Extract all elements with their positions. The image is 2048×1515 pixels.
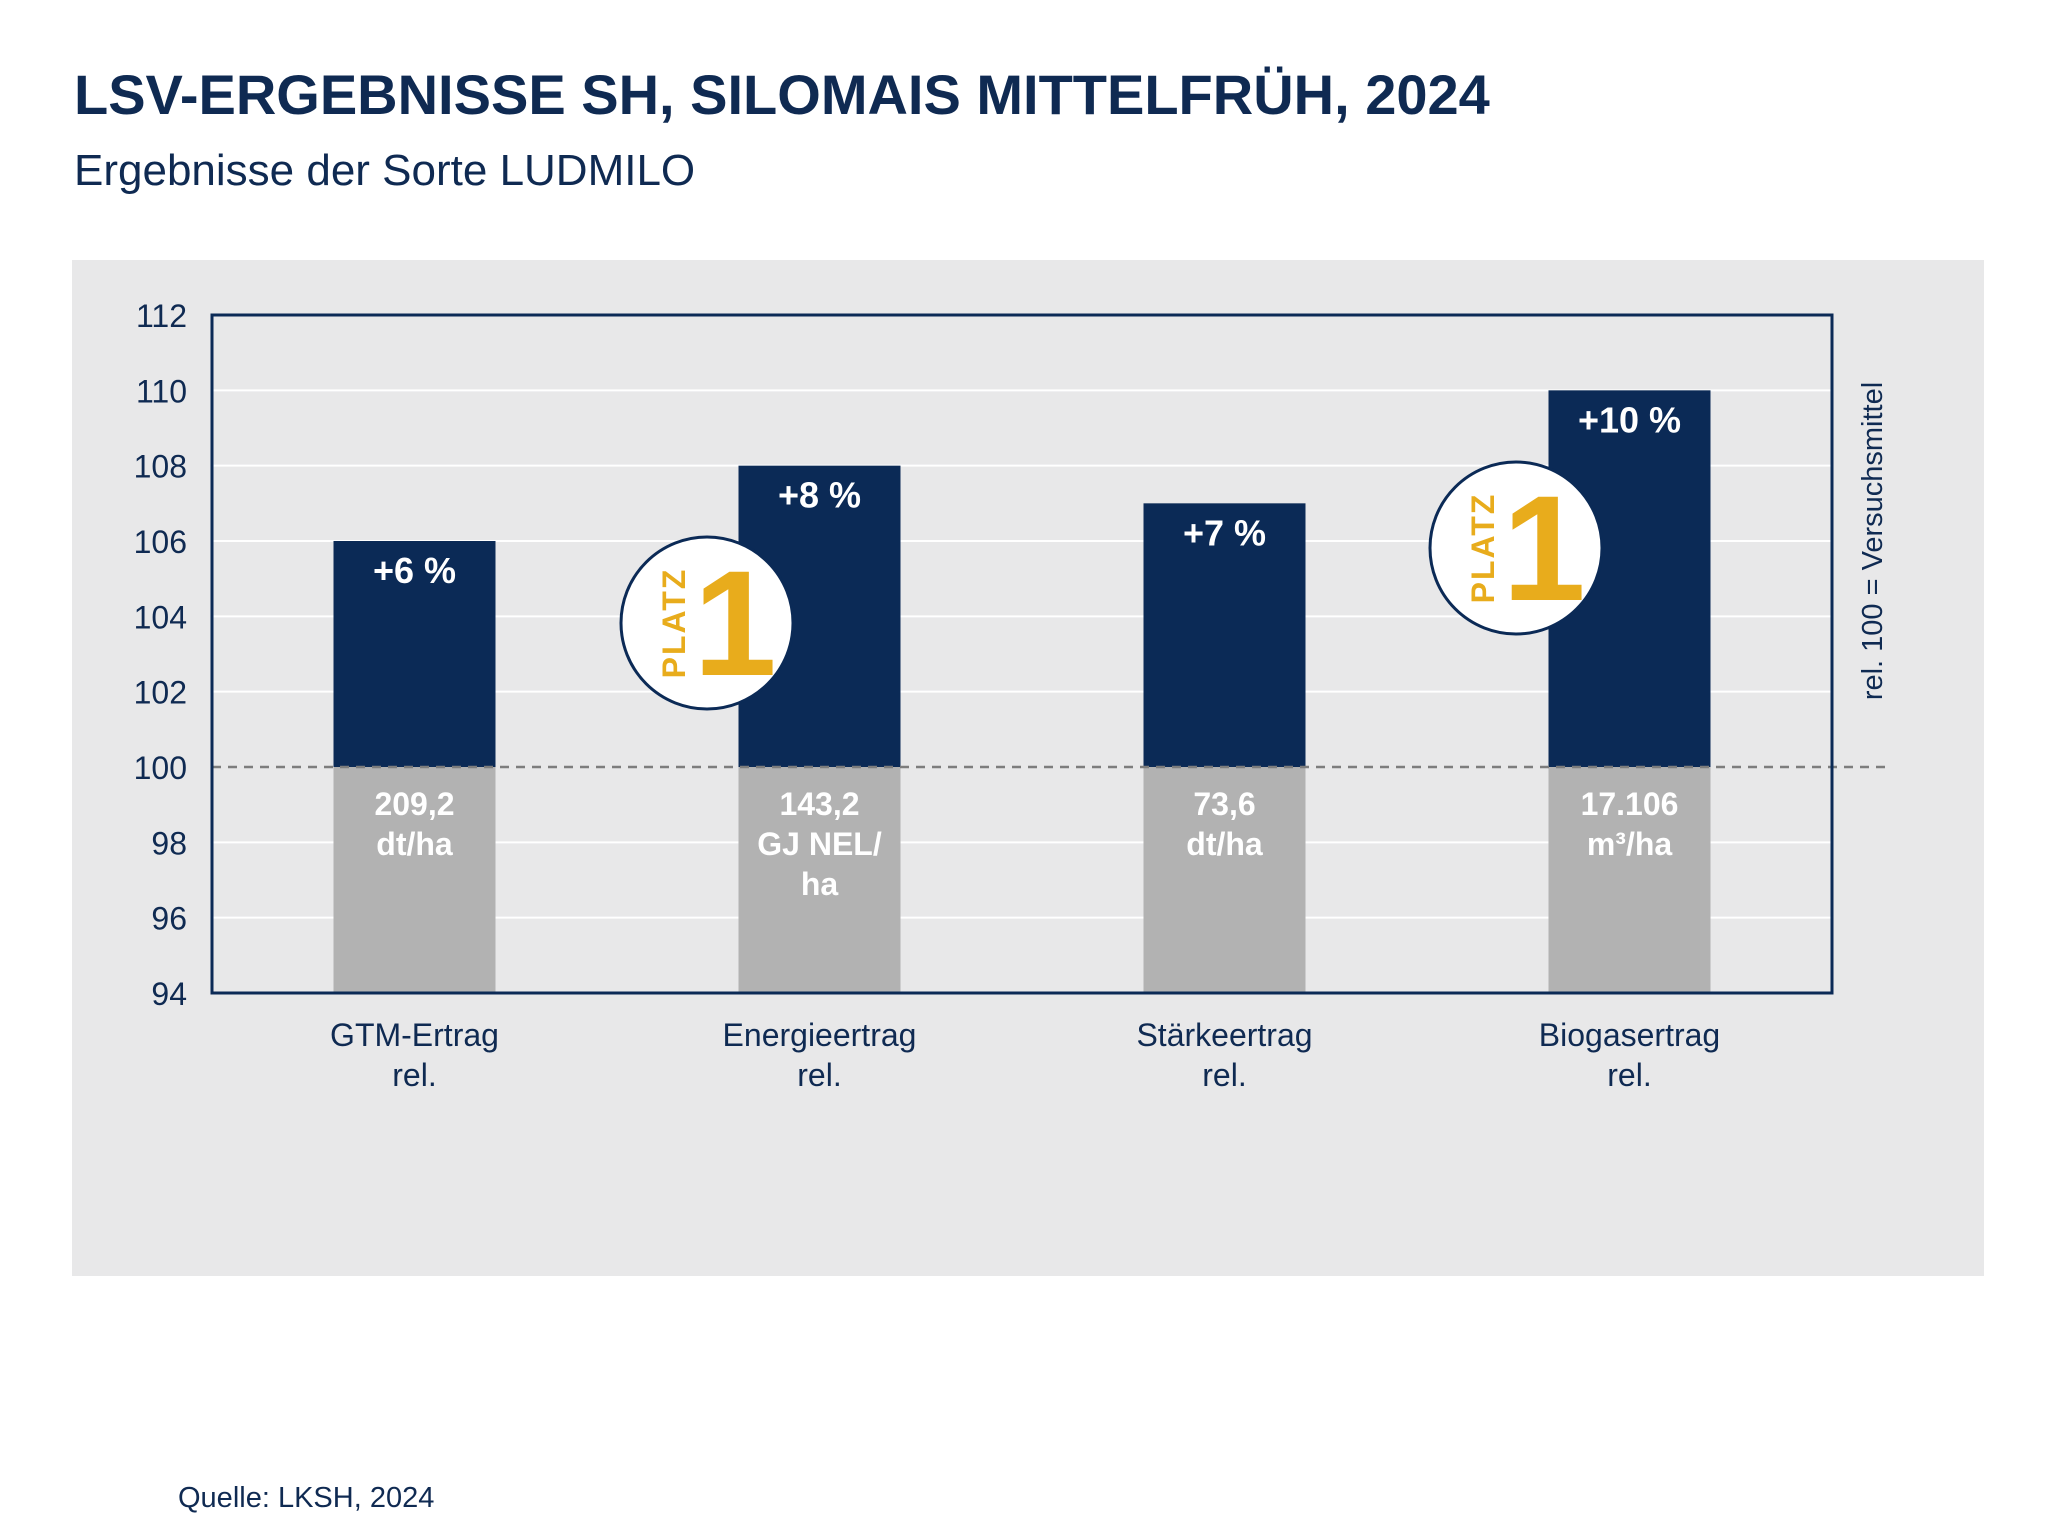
platz-badge: PLATZ 1 — [1428, 460, 1604, 636]
badge-circle — [1428, 460, 1604, 636]
category-label: rel. — [1607, 1057, 1651, 1093]
base-value-label: 17.106 — [1581, 786, 1679, 822]
badge-number: 1 — [1502, 464, 1585, 632]
category-label: GTM-Ertrag — [330, 1017, 499, 1053]
bar-chart: +6 % 209,2 dt/ha GTM-Ertrag rel. +8 % 143,2 GJ … — [134, 298, 1889, 1093]
y-tick-label: 102 — [134, 675, 187, 711]
badge-number: 1 — [693, 539, 776, 707]
badge-text: PLATZ — [1465, 493, 1501, 604]
base-value-label: dt/ha — [1186, 826, 1263, 862]
chart-title: LSV-ERGEBNISSE SH, SILOMAIS MITTELFRÜH, … — [74, 63, 1490, 126]
y-tick-label: 112 — [136, 298, 187, 334]
base-bar — [738, 767, 901, 993]
base-value-label: 209,2 — [374, 786, 454, 822]
base-value-label: GJ NEL/ — [757, 826, 882, 862]
y-tick-label: 110 — [136, 373, 187, 409]
category-label: rel. — [392, 1057, 436, 1093]
y-tick-label: 94 — [151, 976, 187, 1012]
base-value-label: 73,6 — [1193, 786, 1255, 822]
base-value-label: m³/ha — [1587, 826, 1673, 862]
category-label: Energieertrag — [723, 1017, 917, 1053]
badge-circle — [619, 535, 795, 711]
source-note: Quelle: LKSH, 2024 — [178, 1482, 435, 1514]
y-tick-label: 106 — [134, 524, 187, 560]
plot-frame — [210, 313, 1834, 995]
y-tick-label: 98 — [151, 825, 187, 861]
data-label: +6 % — [373, 550, 456, 591]
data-label: +7 % — [1183, 512, 1266, 553]
base-value-label: 143,2 — [779, 786, 859, 822]
value-bar — [1143, 503, 1306, 767]
base-bar — [1548, 767, 1711, 993]
y-tick-label: 100 — [134, 750, 187, 786]
base-value-label: ha — [801, 866, 839, 902]
category-label: Biogasertrag — [1539, 1017, 1720, 1053]
right-axis-label: rel. 100 = Versuchsmittel — [1857, 382, 1889, 700]
category-label: Stärkeertrag — [1136, 1017, 1312, 1053]
data-label: +8 % — [778, 475, 861, 516]
data-label: +10 % — [1578, 399, 1681, 440]
platz-badge: PLATZ 1 — [619, 535, 795, 711]
base-value-label: dt/ha — [376, 826, 453, 862]
chart-subtitle: Ergebnisse der Sorte LUDMILO — [74, 146, 696, 195]
category-label: rel. — [797, 1057, 841, 1093]
base-bar — [1143, 767, 1306, 993]
y-tick-label: 104 — [134, 599, 187, 635]
chart-panel: +6 % 209,2 dt/ha GTM-Ertrag rel. +8 % 143,2 GJ … — [72, 260, 1984, 1514]
y-tick-label: 96 — [151, 901, 187, 937]
category-label: rel. — [1202, 1057, 1246, 1093]
value-bar — [333, 541, 496, 767]
y-tick-label: 108 — [134, 449, 187, 485]
badge-text: PLATZ — [656, 568, 692, 679]
base-bar — [333, 767, 496, 993]
